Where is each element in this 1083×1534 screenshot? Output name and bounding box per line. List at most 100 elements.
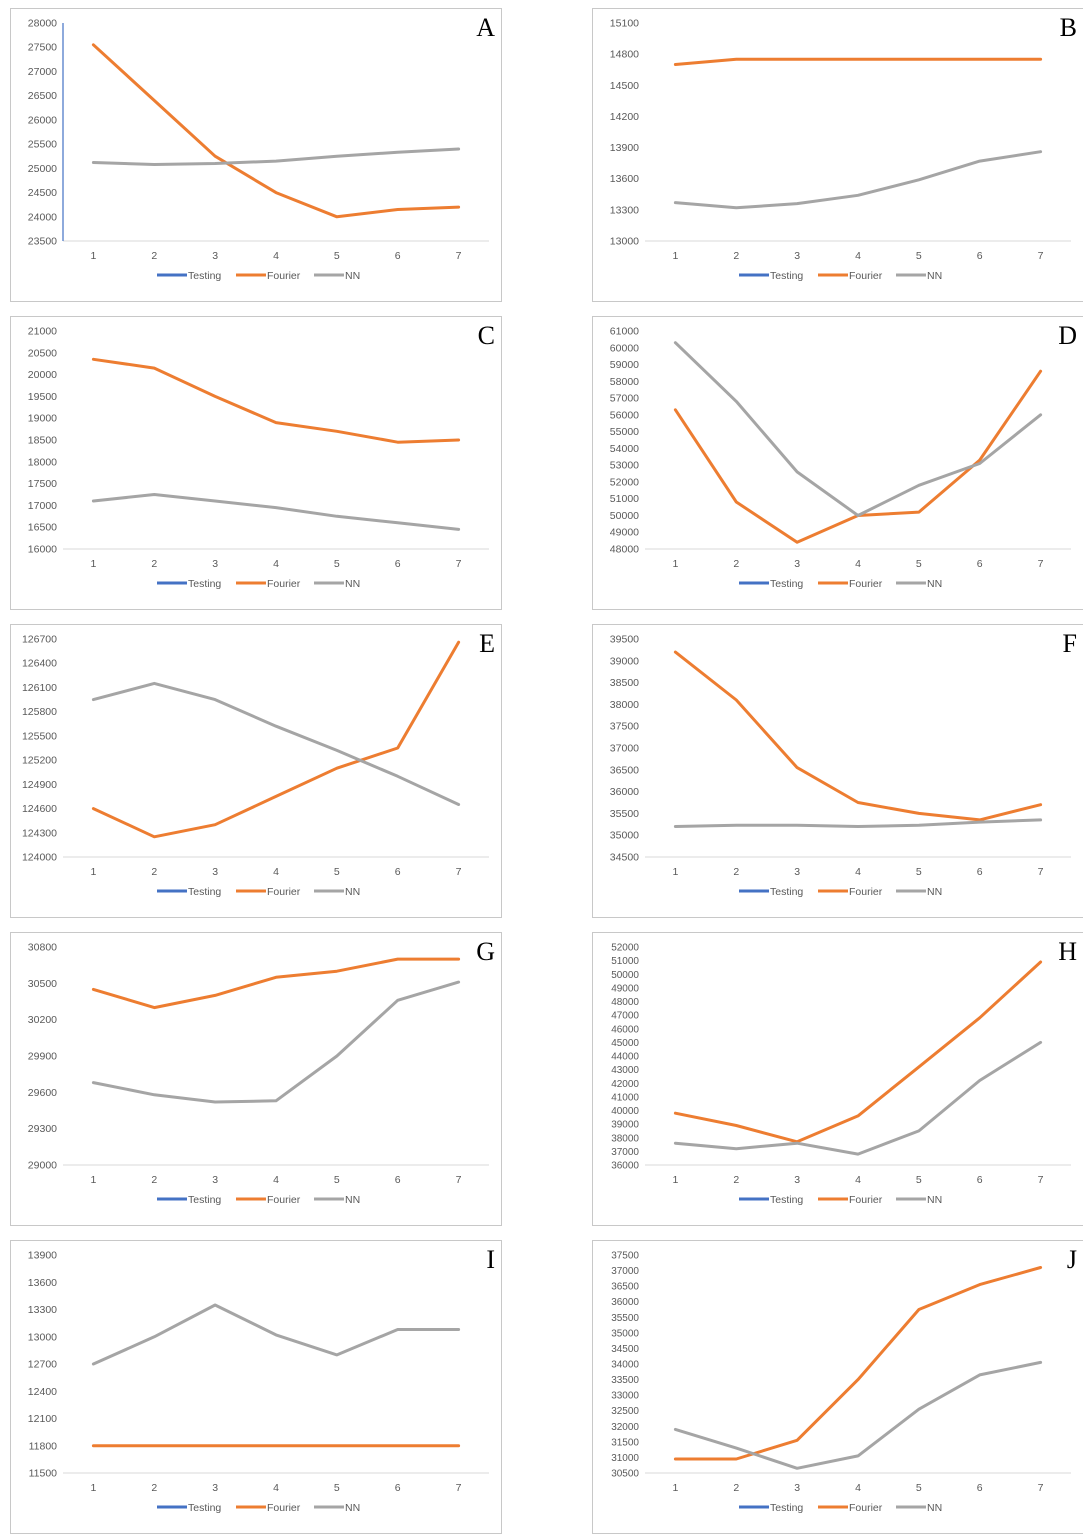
legend-label-testing: Testing	[770, 270, 803, 282]
legend-label-nn: NN	[345, 886, 360, 898]
legend-label-fourier: Fourier	[849, 578, 883, 590]
series-line-nn	[673, 1040, 1043, 1156]
y-tick-label: 13900	[610, 142, 639, 154]
x-tick-label: 5	[916, 1174, 922, 1186]
panel-letter: E	[479, 629, 495, 658]
y-tick-label: 32500	[611, 1406, 639, 1417]
line-chart: 29000 29300 29600 29900 30200 30500 30800 1 2 3 4 5…	[28, 942, 489, 1206]
x-tick-label: 2	[151, 1482, 157, 1494]
y-tick-label: 12700	[28, 1359, 57, 1371]
x-tick-label: 3	[794, 1174, 800, 1186]
legend-label-nn: NN	[927, 270, 942, 282]
legend-label-testing: Testing	[770, 578, 803, 590]
legend-label-fourier: Fourier	[267, 270, 301, 282]
x-tick-label: 4	[273, 558, 279, 570]
y-tick-label: 36000	[611, 1161, 639, 1172]
y-tick-label: 24500	[28, 187, 57, 199]
x-tick-label: 5	[334, 1174, 340, 1186]
y-tick-label: 124600	[22, 803, 57, 815]
x-tick-label: 2	[151, 250, 157, 262]
y-tick-label: 35000	[611, 1328, 639, 1339]
legend-label-testing: Testing	[770, 886, 803, 898]
legend-label-nn: NN	[345, 270, 360, 282]
y-tick-label: 30200	[28, 1014, 57, 1026]
y-tick-label: 54000	[610, 443, 639, 455]
x-tick-label: 1	[673, 558, 679, 570]
y-tick-label: 25000	[28, 163, 57, 175]
x-tick-label: 7	[456, 558, 462, 570]
y-tick-label: 37000	[610, 743, 639, 755]
series-line-nn	[91, 147, 461, 166]
y-tick-label: 24000	[28, 211, 57, 223]
x-tick-label: 1	[91, 1482, 97, 1494]
chart-panel-e: 124000 124300 124600 124900 125200 125500 1258…	[10, 624, 502, 918]
y-tick-label: 56000	[610, 409, 639, 421]
y-tick-label: 45000	[611, 1038, 639, 1049]
y-tick-label: 13000	[610, 236, 639, 248]
y-tick-label: 38000	[610, 699, 639, 711]
y-tick-label: 124900	[22, 779, 57, 791]
x-tick-label: 1	[673, 1174, 679, 1186]
y-tick-label: 13600	[610, 173, 639, 185]
y-tick-label: 53000	[610, 460, 639, 472]
y-tick-label: 39500	[610, 634, 639, 646]
legend-label-fourier: Fourier	[849, 270, 883, 282]
line-chart: 30500 31000 31500 32000 32500 33000 33500 34000…	[611, 1251, 1071, 1514]
x-tick-label: 4	[855, 866, 861, 878]
line-chart: 23500 24000 24500 25000 25500 26000 26500 27000…	[28, 18, 489, 282]
panel-letter: A	[476, 13, 495, 42]
x-tick-label: 6	[977, 1482, 983, 1494]
x-tick-label: 6	[395, 1482, 401, 1494]
x-tick-label: 2	[733, 250, 739, 262]
y-tick-label: 42000	[611, 1079, 639, 1090]
y-tick-label: 26000	[28, 114, 57, 126]
y-tick-label: 57000	[610, 393, 639, 405]
series-line-fourier	[673, 1266, 1043, 1461]
y-tick-label: 35500	[611, 1313, 639, 1324]
y-tick-label: 20500	[28, 347, 57, 359]
x-tick-label: 7	[1038, 1482, 1044, 1494]
series-line-nn	[673, 1360, 1043, 1470]
x-tick-label: 1	[91, 250, 97, 262]
legend-label-nn: NN	[927, 886, 942, 898]
y-tick-label: 35000	[610, 830, 639, 842]
legend-label-nn: NN	[345, 1194, 360, 1206]
series-line-nn	[673, 818, 1043, 828]
y-tick-label: 51000	[610, 493, 639, 505]
y-tick-label: 125800	[22, 706, 57, 718]
y-tick-label: 61000	[610, 326, 639, 338]
line-chart: 11500 11800 12100 12400 12700 13000 13300 13600…	[28, 1250, 489, 1514]
legend-label-nn: NN	[927, 1194, 942, 1206]
x-tick-label: 7	[456, 1174, 462, 1186]
panel-letter: F	[1062, 629, 1077, 658]
series-line-fourier	[91, 357, 461, 444]
x-tick-label: 4	[273, 250, 279, 262]
x-tick-label: 2	[733, 1482, 739, 1494]
x-tick-label: 2	[733, 1174, 739, 1186]
legend-label-fourier: Fourier	[849, 1502, 883, 1514]
panel-letter: H	[1058, 937, 1077, 966]
x-tick-label: 5	[334, 866, 340, 878]
x-tick-label: 2	[151, 866, 157, 878]
y-tick-label: 43000	[611, 1065, 639, 1076]
y-tick-label: 14800	[610, 49, 639, 61]
x-tick-label: 1	[673, 866, 679, 878]
y-tick-label: 17000	[28, 500, 57, 512]
y-tick-label: 41000	[611, 1092, 639, 1103]
x-tick-label: 5	[916, 1482, 922, 1494]
x-tick-label: 6	[395, 250, 401, 262]
x-tick-label: 4	[273, 1482, 279, 1494]
x-tick-label: 3	[212, 1174, 218, 1186]
y-tick-label: 36000	[610, 786, 639, 798]
y-tick-label: 26500	[28, 90, 57, 102]
y-tick-label: 47000	[611, 1011, 639, 1022]
panel-letter: C	[477, 321, 495, 350]
y-tick-label: 30500	[28, 978, 57, 990]
x-tick-label: 5	[334, 1482, 340, 1494]
y-tick-label: 35500	[610, 808, 639, 820]
legend-label-fourier: Fourier	[267, 886, 301, 898]
y-tick-label: 14200	[610, 111, 639, 123]
y-tick-label: 37000	[611, 1147, 639, 1158]
line-chart: 124000 124300 124600 124900 125200 125500 1258…	[22, 634, 489, 898]
x-tick-label: 2	[151, 558, 157, 570]
